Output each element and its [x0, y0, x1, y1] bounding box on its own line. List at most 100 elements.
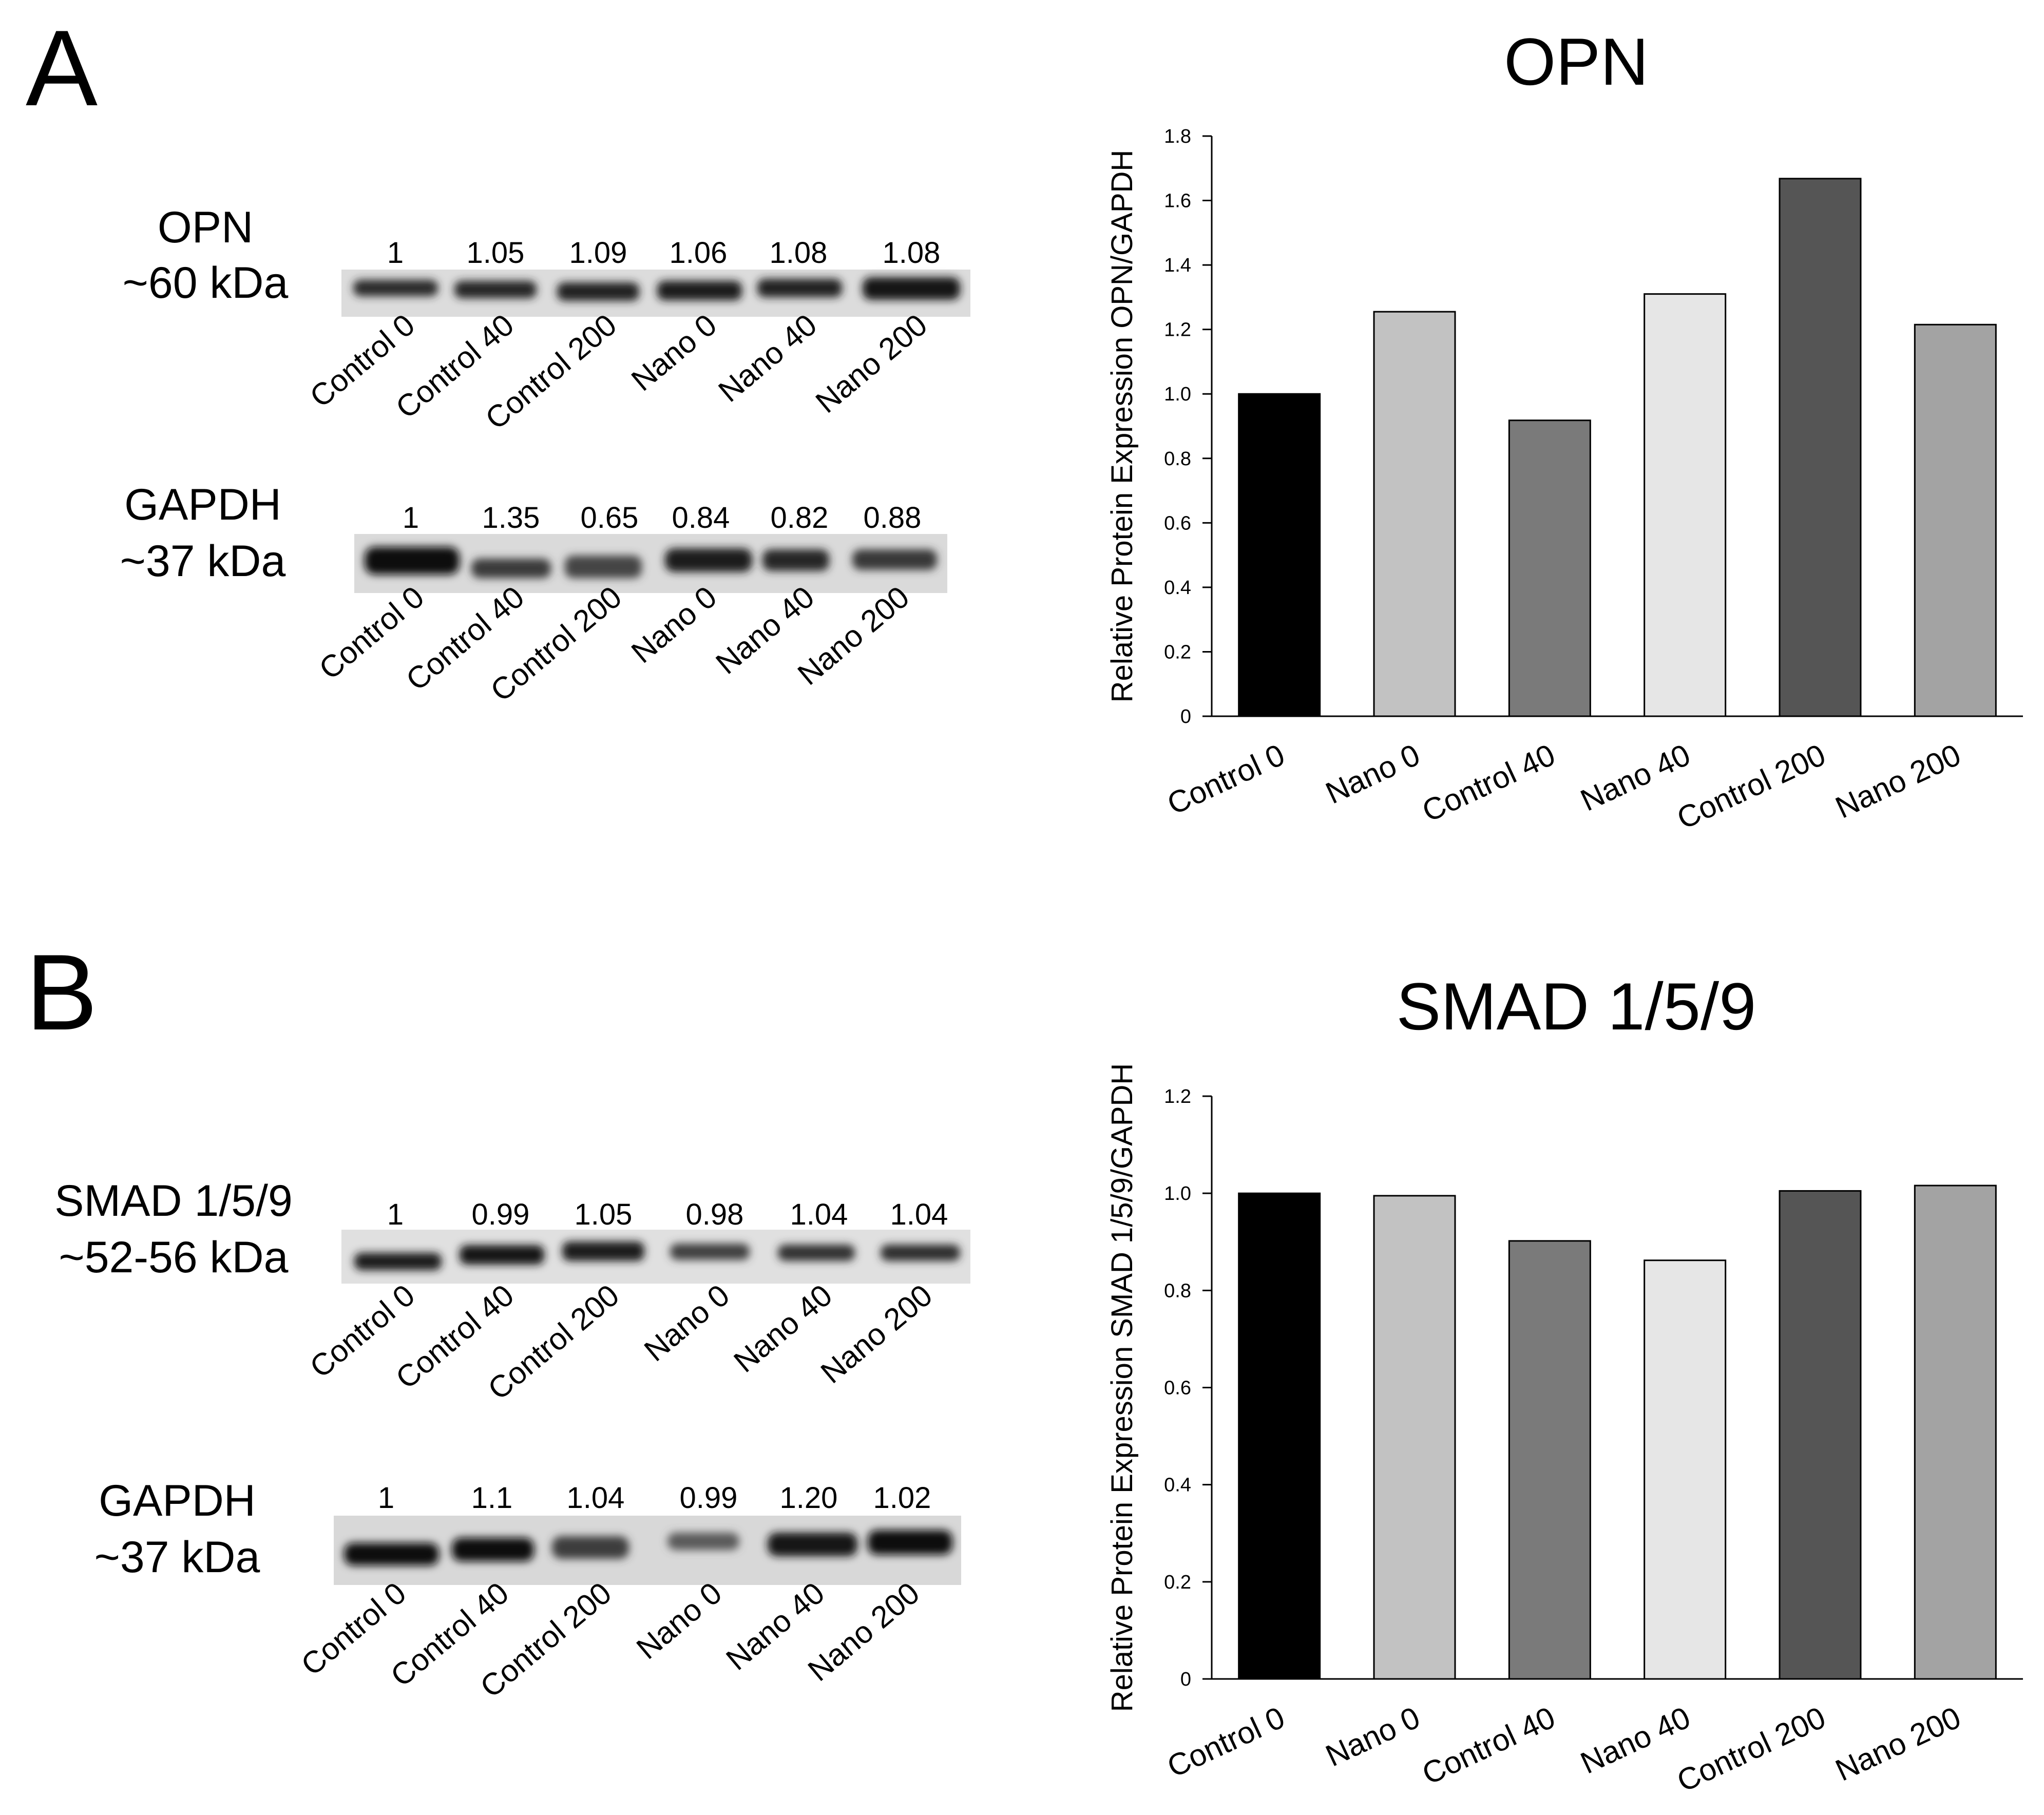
quant-value: 1.09 [569, 236, 627, 270]
quant-value: 1.05 [575, 1198, 633, 1231]
blot-band [365, 547, 460, 575]
bar [1238, 393, 1321, 717]
quant-value: 1.05 [467, 236, 525, 270]
blot-band [757, 279, 842, 297]
blot-protein-label: OPN [158, 203, 253, 252]
y-tick-label: 1.0 [1164, 1183, 1191, 1205]
y-tick-label: 1.8 [1164, 126, 1191, 147]
x-tick-label: Control 40 [1417, 1700, 1560, 1791]
blot-band [454, 281, 537, 298]
blot-band [562, 1241, 644, 1261]
y-tick-label: 1.2 [1164, 1086, 1191, 1107]
blot-protein-label: SMAD 1/5/9 [54, 1176, 293, 1226]
blot-band [881, 1245, 960, 1261]
x-tick-label: Nano 0 [1321, 1700, 1425, 1773]
blot-band [344, 1543, 439, 1565]
y-tick-label: 0.8 [1164, 1280, 1191, 1302]
quant-value: 0.99 [472, 1198, 530, 1231]
smad-bar-chart: SMAD 1/5/9 0 0.2 0.4 0.6 0.8 1.0 1.2 Relative Pr… [1105, 969, 2023, 1799]
bar [1508, 419, 1591, 717]
bar [1373, 311, 1456, 717]
blot-protein-label: GAPDH [124, 480, 281, 529]
blot-gapdh-b: GAPDH ~37 kDa 1 1.1 1.04 0.99 1.20 1.02 … [94, 1476, 961, 1704]
blot-band [852, 549, 937, 570]
quant-value: 1.02 [873, 1481, 931, 1515]
blot-image [341, 1230, 970, 1284]
lane-label: Nano 0 [638, 1278, 736, 1368]
quant-value: 1.04 [790, 1198, 848, 1231]
quant-value: 1.35 [482, 501, 540, 534]
blot-opn: OPN ~60 kDa 1 1.05 1.09 1.06 1.08 1.08 C… [123, 203, 970, 436]
panel-letter-a: A [26, 8, 98, 128]
blot-band [557, 282, 639, 301]
blot-protein-label: GAPDH [99, 1476, 256, 1525]
y-tick-label: 1.4 [1164, 255, 1191, 276]
quant-value: 0.65 [581, 501, 639, 534]
x-tick-label: Nano 200 [1830, 737, 1966, 825]
y-axis-label: Relative Protein Expression OPN/GAPDH [1105, 150, 1139, 703]
blot-band [778, 1245, 855, 1261]
bar [1644, 293, 1727, 717]
quant-value: 1.1 [471, 1481, 513, 1515]
blot-size-label: ~60 kDa [123, 258, 289, 308]
y-tick-label: 0 [1180, 1669, 1191, 1690]
y-tick-label: 1.6 [1164, 190, 1191, 212]
x-tick-label: Control 200 [1672, 737, 1830, 836]
x-tick-label: Nano 200 [1830, 1700, 1966, 1788]
bar [1779, 1190, 1862, 1680]
x-tick-label: Control 200 [1672, 1700, 1830, 1799]
quant-value: 1 [387, 236, 404, 270]
blot-size-label: ~37 kDa [94, 1533, 260, 1582]
lane-label: Nano 0 [625, 308, 723, 398]
blot-band [552, 1536, 629, 1559]
lane-label: Nano 0 [630, 1576, 728, 1666]
lane-label: Nano 200 [814, 1278, 939, 1390]
quant-value: 0.84 [672, 501, 730, 534]
blot-band [354, 1253, 442, 1270]
quant-value: 1.04 [890, 1198, 948, 1231]
chart-title: OPN [1504, 24, 1649, 99]
y-axis-label: Relative Protein Expression SMAD 1/5/9/G… [1105, 1063, 1139, 1712]
quant-value: 0.88 [864, 501, 922, 534]
quant-value: 1 [378, 1481, 394, 1515]
blot-band [670, 1244, 750, 1260]
quant-value: 1.08 [770, 236, 828, 270]
blot-band [452, 1538, 534, 1561]
x-tick-label: Control 0 [1162, 737, 1290, 821]
blot-band [868, 1530, 952, 1555]
y-tick-label: 0 [1180, 706, 1191, 728]
x-tick-label: Control 0 [1162, 1700, 1290, 1784]
y-tick-label: 0.2 [1164, 641, 1191, 663]
y-tick-label: 1.0 [1164, 384, 1191, 405]
quant-value: 1.08 [883, 236, 941, 270]
y-tick-label: 1.2 [1164, 319, 1191, 341]
y-tick-label: 0.4 [1164, 1475, 1191, 1496]
blot-band [471, 559, 551, 578]
quant-value: 0.98 [686, 1198, 744, 1231]
blot-smad: SMAD 1/5/9 ~52-56 kDa 1 0.99 1.05 0.98 1… [54, 1176, 970, 1406]
bar [1914, 1184, 1997, 1680]
y-tick-label: 0.2 [1164, 1572, 1191, 1593]
blot-band [768, 1533, 857, 1556]
y-tick-label: 0.8 [1164, 448, 1191, 470]
bar [1373, 1195, 1456, 1680]
lane-label: Nano 40 [712, 308, 824, 409]
quant-value: 0.82 [771, 501, 829, 534]
quant-value: 1.06 [670, 236, 728, 270]
lane-label: Nano 200 [809, 308, 933, 420]
blot-size-label: ~37 kDa [120, 537, 286, 586]
y-tick-label: 0.4 [1164, 577, 1191, 599]
blot-size-label: ~52-56 kDa [59, 1233, 288, 1282]
blot-band [460, 1245, 544, 1265]
quant-value: 0.99 [680, 1481, 738, 1515]
opn-bar-chart: OPN 0 0.2 0.4 0.6 0.8 1.0 1.2 1.4 1.6 1.8 Relative … [1105, 24, 2023, 836]
blot-band [665, 548, 752, 572]
bar [1508, 1240, 1591, 1680]
bar [1779, 178, 1862, 717]
x-tick-label: Control 40 [1417, 737, 1560, 829]
blot-band [863, 277, 960, 300]
panel-letter-b: B [26, 932, 98, 1053]
blot-band [657, 281, 742, 300]
quant-value: 1.04 [567, 1481, 625, 1515]
blot-gapdh-a: GAPDH ~37 kDa 1 1.35 0.65 0.84 0.82 0.88… [120, 480, 947, 708]
